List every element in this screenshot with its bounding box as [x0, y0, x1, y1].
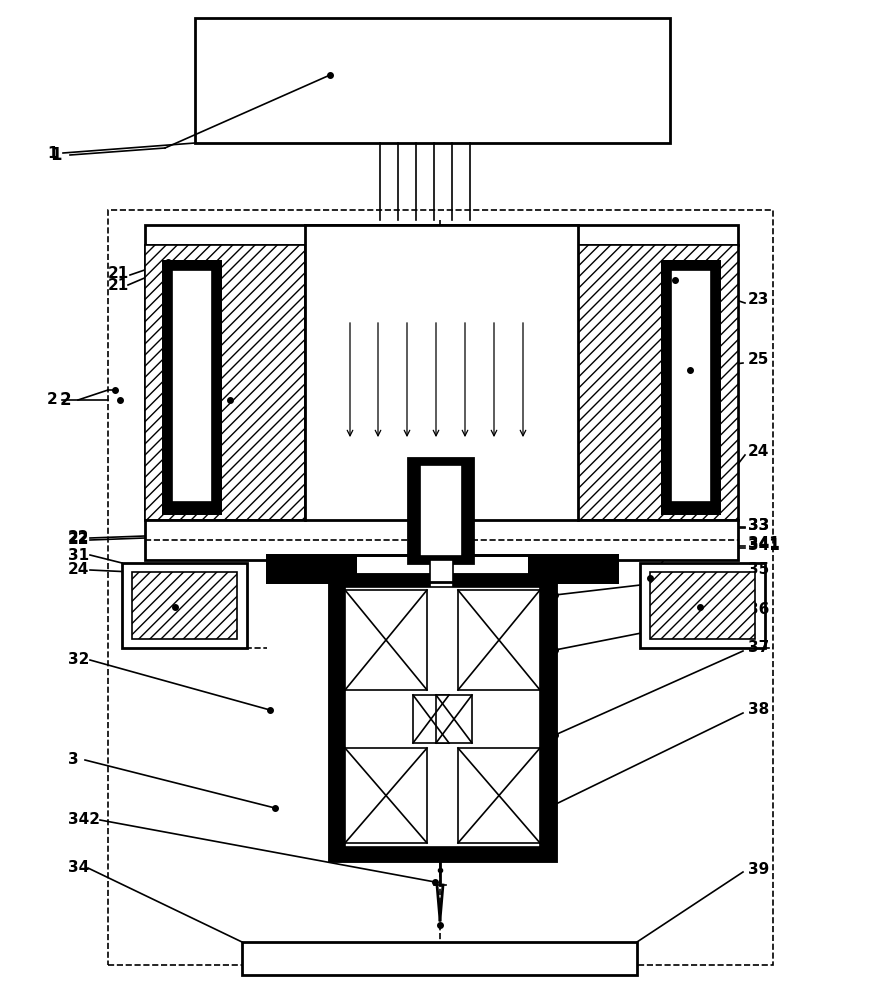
Text: 39: 39: [747, 862, 768, 878]
Text: 21: 21: [108, 277, 129, 292]
Bar: [329, 575, 554, 860]
Bar: [413, 695, 449, 743]
Bar: [145, 225, 738, 520]
Bar: [305, 225, 578, 520]
Text: 34: 34: [68, 860, 90, 876]
Bar: [162, 260, 222, 515]
Bar: [172, 270, 212, 502]
Text: 38: 38: [747, 702, 768, 717]
Bar: [145, 520, 738, 560]
Text: 33: 33: [747, 518, 768, 532]
Text: 22: 22: [68, 530, 90, 546]
Text: 341: 341: [747, 536, 779, 550]
Bar: [420, 465, 462, 556]
Bar: [145, 245, 305, 520]
Bar: [457, 748, 539, 843]
Bar: [108, 210, 772, 965]
Bar: [429, 560, 452, 625]
Bar: [344, 748, 427, 843]
Text: 1: 1: [47, 146, 57, 161]
Text: 24: 24: [68, 562, 90, 578]
Text: 3: 3: [68, 752, 78, 768]
Text: 2: 2: [47, 392, 58, 408]
Text: 341: 341: [747, 538, 779, 552]
Bar: [407, 458, 472, 563]
Bar: [649, 572, 754, 639]
Bar: [639, 563, 764, 648]
Text: 22: 22: [68, 532, 90, 548]
Bar: [241, 942, 637, 975]
Text: 1: 1: [50, 146, 61, 164]
Bar: [132, 572, 237, 639]
Text: 21: 21: [108, 265, 129, 280]
Bar: [578, 245, 738, 520]
Text: 35: 35: [747, 562, 768, 578]
Bar: [267, 555, 356, 582]
Text: 31: 31: [68, 548, 89, 562]
Text: 2: 2: [60, 391, 71, 409]
Text: 33: 33: [747, 518, 768, 532]
Bar: [344, 590, 427, 690]
Bar: [528, 555, 617, 582]
Bar: [660, 260, 720, 515]
Bar: [344, 587, 539, 847]
Bar: [195, 18, 669, 143]
Bar: [435, 695, 471, 743]
Text: 24: 24: [747, 444, 768, 460]
Text: 37: 37: [747, 640, 768, 656]
Bar: [267, 555, 616, 582]
Bar: [670, 270, 710, 502]
Text: 23: 23: [747, 292, 768, 308]
Text: 342: 342: [68, 812, 100, 827]
Bar: [457, 590, 539, 690]
Text: 36: 36: [747, 602, 768, 617]
Text: 25: 25: [747, 353, 768, 367]
Bar: [122, 563, 247, 648]
Text: 32: 32: [68, 652, 90, 668]
